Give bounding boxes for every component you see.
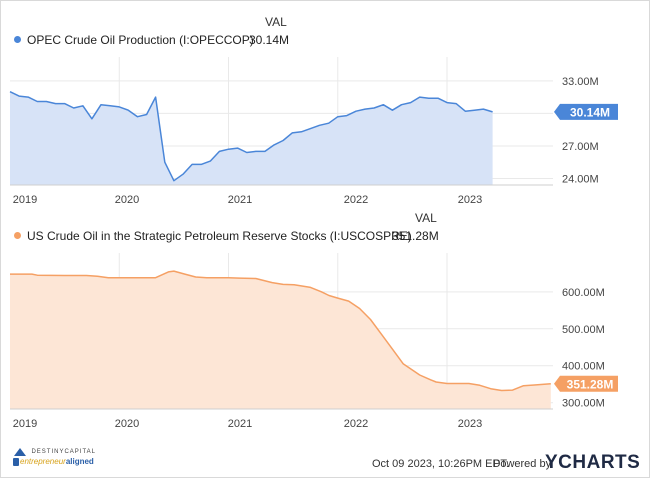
area-fill-opec (10, 91, 493, 185)
legend-value-opec: 30.14M (249, 33, 290, 47)
last-value-tag-opec (554, 103, 618, 120)
legend-opec[interactable]: OPEC Crude Oil Production (I:OPECCOP) (14, 33, 254, 47)
x-tick-label-opec: 2020 (115, 194, 139, 206)
powered-by-label: Powered by (493, 458, 552, 470)
last-value-label-spr: 351.28M (567, 377, 614, 391)
x-tick-label-opec: 2022 (344, 194, 368, 206)
y-tick-label-spr: 600.00M (562, 287, 605, 299)
logo-ent-a: entrepreneur (20, 457, 66, 466)
x-tick-label-spr: 2023 (458, 418, 482, 430)
x-tick-label-opec: 2021 (228, 194, 252, 206)
y-tick-label-spr: 500.00M (562, 324, 605, 336)
legend-value-spr: 351.28M (392, 229, 439, 243)
y-tick-label-opec: 27.00M (562, 141, 599, 153)
legend-dot-spr (14, 232, 21, 239)
y-tick-label-opec: 33.00M (562, 76, 599, 88)
legend-dot-opec (14, 36, 21, 43)
destiny-capital-logo: DESTINYCAPITAL (13, 443, 96, 461)
ycharts-logo-text: YCHARTS (545, 452, 641, 473)
x-tick-label-spr: 2019 (13, 418, 37, 430)
y-tick-label-spr: 400.00M (562, 361, 605, 373)
destiny-logo-text: DESTINYCAPITAL (31, 448, 97, 455)
series-line-spr (10, 270, 551, 392)
legend-label-opec: OPEC Crude Oil Production (I:OPECCOP) (27, 33, 254, 47)
logo-ent-mark (13, 457, 19, 466)
entrepreneur-aligned-logo: entrepreneuraligned (13, 457, 94, 466)
x-tick-label-spr: 2021 (228, 418, 252, 430)
legend-spr[interactable]: US Crude Oil in the Strategic Petroleum … (14, 229, 412, 243)
last-value-label-opec: 30.14M (570, 105, 610, 119)
val-column-header: VAL (265, 15, 287, 29)
last-value-tag-spr (554, 375, 618, 392)
val-column-header-2: VAL (415, 211, 437, 225)
destiny-logo-icon (14, 447, 26, 456)
y-tick-label-opec: 24.00M (562, 173, 599, 185)
x-tick-label-spr: 2022 (344, 418, 368, 430)
logo-ent-b: aligned (65, 457, 94, 466)
x-tick-label-spr: 2020 (115, 418, 139, 430)
timestamp: Oct 09 2023, 10:26PM EDT. (372, 458, 509, 470)
x-tick-label-opec: 2023 (458, 194, 482, 206)
area-fill-spr (10, 271, 551, 409)
x-tick-label-opec: 2019 (13, 194, 37, 206)
y-tick-label-spr: 300.00M (562, 398, 605, 410)
ycharts-logo[interactable]: YCHARTS (545, 452, 640, 474)
legend-label-spr: US Crude Oil in the Strategic Petroleum … (27, 229, 412, 243)
series-line-opec (9, 91, 493, 182)
